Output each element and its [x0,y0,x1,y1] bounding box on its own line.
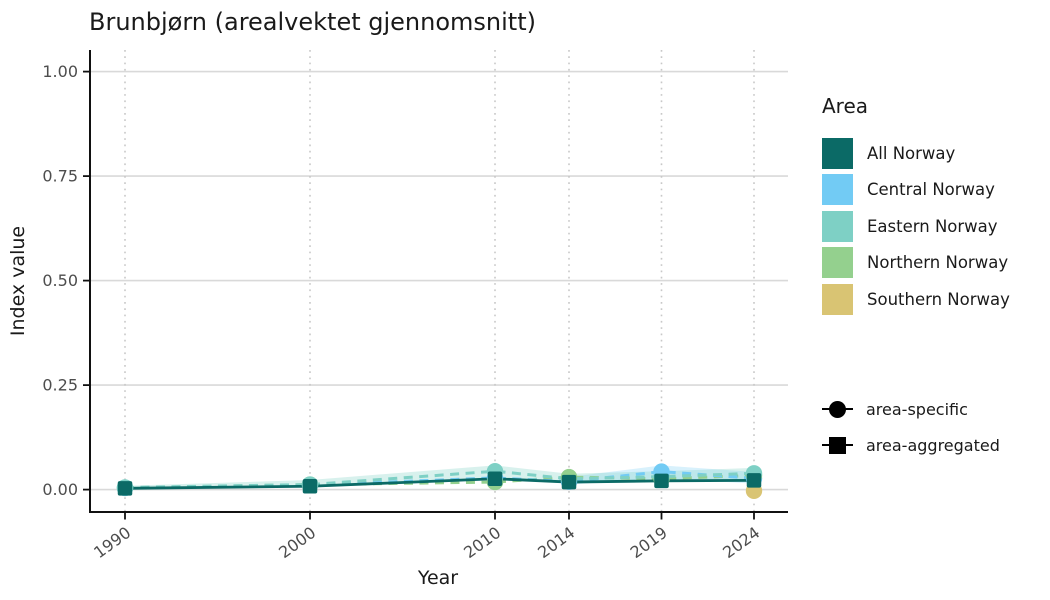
point-square-all-norway [746,473,762,488]
legend-item-label: area-specific [866,399,968,419]
circle-marker-icon [822,394,853,425]
legend-item-area-aggregated: area-aggregated [822,427,1000,463]
legend-color-swatch [822,247,853,279]
legend-item-label: Central Norway [867,180,995,200]
area-legend: Area All Norway Central Norway Eastern Nor… [822,94,1010,318]
legend-item-northern-norway: Northern Norway [822,245,1010,282]
y-tick-label: 0.75 [42,167,78,186]
x-tick-label: 2014 [534,523,578,562]
legend-color-swatch [822,174,853,206]
legend-item-label: area-aggregated [866,435,1000,455]
area-legend-title: Area [822,94,869,118]
legend-item-southern-norway: Southern Norway [822,281,1010,318]
legend-item-label: All Norway [867,143,956,163]
legend-color-swatch [822,283,853,315]
point-square-all-norway [654,473,669,489]
legend-item-area-specific: area-specific [822,391,1000,427]
series-line-eastern-norway [124,469,755,490]
shape-legend: area-specific area-aggregated [822,391,1000,463]
x-tick-label: 1990 [90,523,134,562]
y-tick-label: 1.00 [42,62,78,81]
square-marker-icon [822,430,853,461]
confidence-ribbon [125,465,754,490]
legend-item-label: Southern Norway [867,289,1010,309]
point-square-all-norway [117,481,133,496]
x-tick-label: 2010 [460,523,504,562]
point-square-all-norway [561,474,577,490]
legend-item-label: Eastern Norway [867,216,998,236]
x-tick-label: 2019 [627,523,671,562]
chart-title: Brunbjørn (arealvektet gjennomsnitt) [89,8,536,36]
y-tick-label: 0.50 [42,271,78,290]
y-tick-label: 0.00 [42,480,78,499]
area-legend-items: All Norway Central Norway Eastern Norway No… [822,135,1010,318]
y-axis-title: Index value [7,226,29,336]
legend-item-eastern-norway: Eastern Norway [822,208,1010,245]
point-square-all-norway [302,479,318,494]
x-tick-label: 2024 [719,523,763,562]
x-axis-title: Year [417,567,458,589]
legend-color-swatch [822,137,853,169]
point-square-all-norway [487,471,503,486]
shape-legend-items: area-specific area-aggregated [822,391,1000,463]
legend-color-swatch [822,210,853,242]
series-line-all-norway [124,477,755,490]
legend-item-all-norway: All Norway [822,135,1010,172]
y-tick-label: 0.25 [42,376,78,395]
x-tick-label: 2000 [275,523,319,562]
legend-item-label: Northern Norway [867,253,1009,273]
legend-item-central-norway: Central Norway [822,172,1010,209]
